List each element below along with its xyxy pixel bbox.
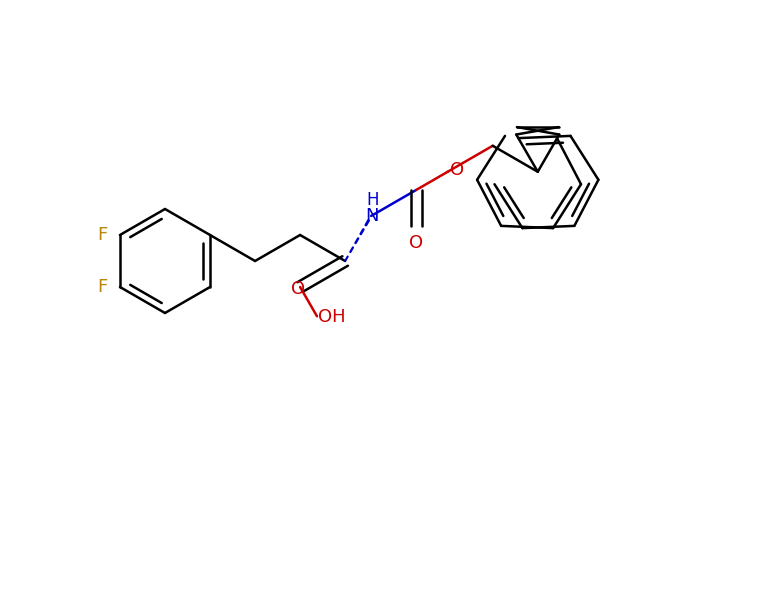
Text: H: H — [366, 191, 378, 209]
Text: O: O — [291, 280, 305, 298]
Text: OH: OH — [318, 308, 346, 326]
Text: N: N — [365, 207, 379, 225]
Text: O: O — [450, 161, 464, 179]
Text: O: O — [409, 234, 423, 252]
Text: F: F — [97, 226, 107, 244]
Text: F: F — [97, 278, 107, 296]
